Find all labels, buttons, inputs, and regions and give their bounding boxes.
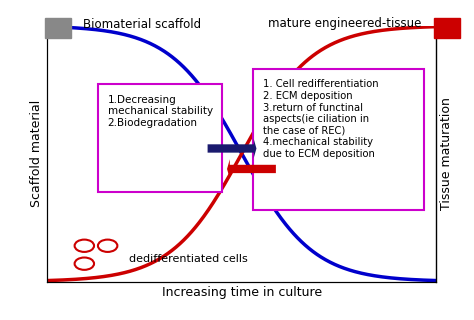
X-axis label: Increasing time in culture: Increasing time in culture [162,286,322,299]
Y-axis label: Tissue maturation: Tissue maturation [440,97,453,210]
Text: dedifferentiated cells: dedifferentiated cells [129,253,248,264]
FancyBboxPatch shape [98,84,222,192]
FancyBboxPatch shape [254,69,424,210]
Text: 1.Decreasing
mechanical stability
2.Biodegradation: 1.Decreasing mechanical stability 2.Biod… [108,95,213,128]
Y-axis label: Scaffold material: Scaffold material [30,100,43,207]
Text: mature engineered-tissue: mature engineered-tissue [268,18,421,30]
Text: 1. Cell redifferentiation
2. ECM deposition
3.return of functinal
aspects(ie cil: 1. Cell redifferentiation 2. ECM deposit… [263,79,379,159]
Text: Biomaterial scaffold: Biomaterial scaffold [83,18,201,30]
